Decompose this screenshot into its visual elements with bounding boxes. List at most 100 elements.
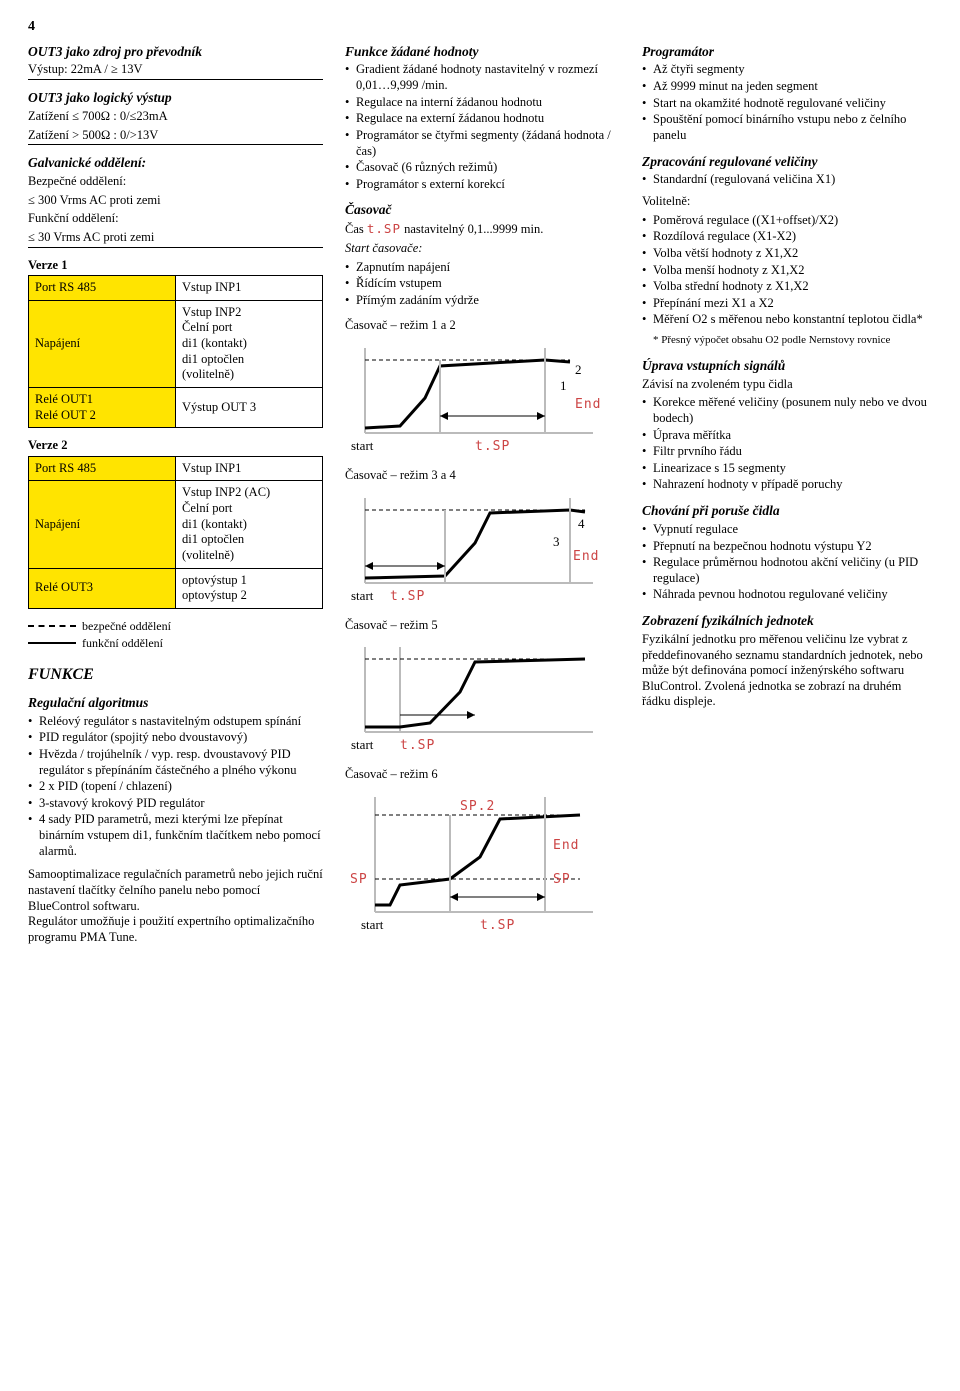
ver2-r1c1: Port RS 485 — [29, 456, 176, 481]
ver1-r3c2: Výstup OUT 3 — [176, 387, 323, 427]
svg-text:2: 2 — [575, 362, 582, 377]
zprac-list: Standardní (regulovaná veličina X1) — [642, 172, 932, 188]
svg-text:SP: SP — [553, 872, 571, 887]
list-item: Přepnutí na bezpečnou hodnotu výstupu Y2 — [642, 539, 932, 555]
list-item: Nahrazení hodnoty v případě poruchy — [642, 477, 932, 493]
timer-title: Časovač — [345, 202, 620, 219]
galv-l1: Bezpečné oddělení: — [28, 174, 323, 190]
galv-l2: ≤ 300 Vrms AC proti zemi — [28, 193, 323, 209]
uprava-pre: Závisí na zvoleném typu čidla — [642, 377, 932, 393]
svg-text:SP.2: SP.2 — [460, 799, 495, 814]
timer-diagram-12: start t.SP 1 2 End — [345, 338, 605, 458]
list-item: Zapnutím napájení — [345, 260, 620, 276]
list-item: Měření O2 s měřenou nebo konstantní tepl… — [642, 312, 932, 328]
list-item: Volba větší hodnoty z X1,X2 — [642, 246, 932, 262]
list-item: PID regulátor (spojitý nebo dvoustavový) — [28, 730, 323, 746]
graph5-label: Časovač – režim 5 — [345, 618, 620, 634]
uprava-title: Úprava vstupních signálů — [642, 358, 932, 375]
list-item: Gradient žádané hodnoty nastavitelný v r… — [345, 62, 620, 93]
list-item: Volba střední hodnoty z X1,X2 — [642, 279, 932, 295]
reg-alg-list: Reléový regulátor s nastavitelným odstup… — [28, 714, 323, 860]
list-item: Linearizace s 15 segmenty — [642, 461, 932, 477]
graph34-label: Časovač – režim 3 a 4 — [345, 468, 620, 484]
list-item: Regulace na externí žádanou hodnotu — [345, 111, 620, 127]
list-item: Hvězda / trojúhelník / vyp. resp. dvoust… — [28, 747, 323, 778]
list-item: Start na okamžité hodnotě regulované vel… — [642, 96, 932, 112]
ver1-r3c1: Relé OUT1 Relé OUT 2 — [29, 387, 176, 427]
ver1-r2c2: Vstup INP2 Čelní port di1 (kontakt) di1 … — [176, 300, 323, 387]
legend-safe: bezpečné oddělení — [82, 619, 171, 634]
opt-para: Samooptimalizace regulačních parametrů n… — [28, 867, 323, 945]
column-middle: Funkce žádané hodnoty Gradient žádané ho… — [345, 44, 620, 949]
timer-time-code: t.SP — [367, 221, 401, 236]
zprac-title: Zpracování regulované veličiny — [642, 154, 932, 171]
svg-text:End: End — [575, 397, 601, 412]
column-left: OUT3 jako zdroj pro převodník Výstup: 22… — [28, 44, 323, 949]
ver1-table: Port RS 485 Vstup INP1 Napájení Vstup IN… — [28, 275, 323, 428]
list-item: Přímým zadáním výdrže — [345, 293, 620, 309]
svg-text:t.SP: t.SP — [475, 439, 510, 454]
list-item: Řídícím vstupem — [345, 276, 620, 292]
svg-text:start: start — [351, 438, 374, 453]
porucha-list: Vypnutí regulace Přepnutí na bezpečnou h… — [642, 522, 932, 603]
columns: OUT3 jako zdroj pro převodník Výstup: 22… — [28, 44, 932, 949]
jednotky-title: Zobrazení fyzikálních jednotek — [642, 613, 932, 630]
list-item: Vypnutí regulace — [642, 522, 932, 538]
ver2-r3c2: optovýstup 1 optovýstup 2 — [176, 568, 323, 608]
uprava-list: Korekce měřené veličiny (posunem nuly ne… — [642, 395, 932, 493]
prog-title: Programátor — [642, 44, 932, 61]
dashed-line-icon — [28, 625, 76, 627]
note-star: * Přesný výpočet obsahu O2 podle Nernsto… — [642, 334, 932, 348]
porucha-title: Chování při poruše čidla — [642, 503, 932, 520]
galv-l3: Funkční oddělení: — [28, 211, 323, 227]
out3-source-line: Výstup: 22mA / ≥ 13V — [28, 62, 323, 80]
svg-text:start: start — [351, 588, 374, 603]
list-item: Standardní (regulovaná veličina X1) — [642, 172, 932, 188]
list-item: Přepínání mezi X1 a X2 — [642, 296, 932, 312]
timer-diagram-5: start t.SP — [345, 637, 605, 757]
svg-text:SP: SP — [350, 872, 368, 887]
list-item: Poměrová regulace ((X1+offset)/X2) — [642, 213, 932, 229]
svg-text:3: 3 — [553, 534, 560, 549]
prog-list: Až čtyři segmenty Až 9999 minut na jeden… — [642, 62, 932, 143]
timer-diagram-34: start t.SP 3 4 End — [345, 488, 605, 608]
galv-l4: ≤ 30 Vrms AC proti zemi — [28, 230, 323, 248]
svg-text:start: start — [351, 737, 374, 752]
ver1-r1c2: Vstup INP1 — [176, 276, 323, 301]
list-item: Až 9999 minut na jeden segment — [642, 79, 932, 95]
reg-alg-title: Regulační algoritmus — [28, 695, 323, 712]
ver2-r1c2: Vstup INP1 — [176, 456, 323, 481]
page-number: 4 — [28, 18, 932, 36]
ver2-r2c2: Vstup INP2 (AC) Čelní port di1 (kontakt)… — [176, 481, 323, 568]
list-item: 3-stavový krokový PID regulátor — [28, 796, 323, 812]
list-item: Náhrada pevnou hodnotou regulované velič… — [642, 587, 932, 603]
svg-text:t.SP: t.SP — [390, 589, 425, 604]
out3-source-title: OUT3 jako zdroj pro převodník — [28, 44, 323, 61]
list-item: Korekce měřené veličiny (posunem nuly ne… — [642, 395, 932, 426]
svg-text:start: start — [361, 917, 384, 932]
volitelne-label: Volitelně: — [642, 194, 932, 210]
list-item: Regulace na interní žádanou hodnotu — [345, 95, 620, 111]
list-item: Rozdílová regulace (X1-X2) — [642, 229, 932, 245]
svg-text:End: End — [553, 838, 579, 853]
svg-text:End: End — [573, 549, 599, 564]
jednotky-para: Fyzikální jednotku pro měřenou veličinu … — [642, 632, 932, 710]
list-item: Programátor s externí korekcí — [345, 177, 620, 193]
timer-diagram-6: SP SP.2 End SP start t.SP — [345, 787, 605, 942]
volitelne-list: Poměrová regulace ((X1+offset)/X2) Rozdí… — [642, 213, 932, 328]
ver1-r2c1: Napájení — [29, 300, 176, 387]
list-item: 4 sady PID parametrů, mezi kterými lze p… — [28, 812, 323, 859]
list-item: Volba menší hodnoty z X1,X2 — [642, 263, 932, 279]
svg-text:t.SP: t.SP — [400, 738, 435, 753]
ver1-label: Verze 1 — [28, 258, 323, 274]
graph6-label: Časovač – režim 6 — [345, 767, 620, 783]
list-item: Reléový regulátor s nastavitelným odstup… — [28, 714, 323, 730]
list-item: Úprava měřítka — [642, 428, 932, 444]
list-item: Regulace průměrnou hodnotou akční veliči… — [642, 555, 932, 586]
ver1-r1c1: Port RS 485 — [29, 276, 176, 301]
legend-func: funkční oddělení — [82, 636, 163, 651]
ver2-r2c1: Napájení — [29, 481, 176, 568]
svg-text:t.SP: t.SP — [480, 918, 515, 933]
list-item: 2 x PID (topení / chlazení) — [28, 779, 323, 795]
timer-time-label: Čas — [345, 222, 364, 236]
